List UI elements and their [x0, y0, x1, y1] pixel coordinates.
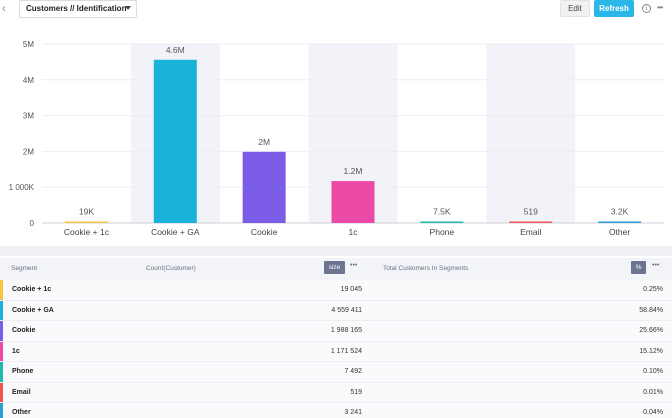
data-label: 2M — [258, 137, 270, 147]
x-tick-label: 1c — [349, 227, 359, 237]
count-header[interactable]: Count(Customer) — [146, 265, 196, 272]
size-toggle-button[interactable]: size — [324, 261, 345, 274]
customer-count: 19 045 — [340, 286, 362, 293]
bar-cookie-ga — [153, 59, 197, 223]
refresh-button[interactable]: Refresh — [594, 0, 634, 17]
segment-header[interactable]: Segment — [11, 265, 38, 272]
bar-other — [598, 221, 642, 223]
bar-1c — [331, 181, 375, 223]
customer-count: 519 — [350, 388, 362, 396]
table-header: Segment Count(Customer) size ••• Total C… — [0, 258, 672, 280]
dashboard-select[interactable]: Customers // Identification — [19, 0, 137, 18]
segment-color-marker — [0, 300, 3, 320]
x-tick-label: Other — [609, 227, 630, 237]
bar-chart: 0 1 000K 2M 3M 4M 5M 19K Cookie + 1c 4.6M Cookie … — [9, 40, 664, 237]
segment-percent: 0.25% — [643, 286, 663, 293]
segment-percent: 0.01% — [643, 388, 663, 396]
segment-color-marker — [0, 321, 3, 341]
y-tick-label: 5M — [23, 40, 34, 49]
data-label: 4.6M — [166, 45, 185, 55]
segment-color-marker — [0, 362, 3, 382]
y-tick-label: 4M — [23, 76, 34, 85]
segment-percent: 0.04% — [643, 409, 663, 416]
y-tick-label: 0 — [30, 219, 35, 228]
segment-name: 1c — [12, 347, 20, 355]
segment-percent: 58.84% — [639, 306, 663, 314]
table-row[interactable]: Cookie + 1c 19 045 0.25% — [0, 280, 672, 301]
x-tick-label: Phone — [430, 227, 455, 237]
dashboard-title: Customers // Identification — [26, 4, 127, 13]
segment-name: Email — [12, 388, 31, 396]
total-header[interactable]: Total Customers In Segments — [383, 265, 469, 272]
y-tick-label: 1 000K — [9, 183, 35, 192]
customer-count: 3 241 — [344, 409, 362, 416]
segment-color-marker — [0, 341, 3, 361]
table-row[interactable]: Email 519 0.01% — [0, 382, 672, 403]
total-more-icon[interactable]: ••• — [652, 262, 660, 269]
customer-count: 4 559 411 — [331, 306, 362, 314]
data-label: 19K — [79, 207, 94, 217]
segment-color-marker — [0, 280, 3, 300]
count-more-icon[interactable]: ••• — [350, 262, 358, 269]
bar-phone — [420, 221, 464, 223]
edit-button[interactable]: Edit — [560, 0, 590, 17]
customer-count: 1 988 165 — [330, 327, 362, 334]
column-highlight — [486, 44, 576, 223]
segment-percent: 25.66% — [639, 327, 663, 334]
y-tick-label: 2M — [23, 147, 34, 156]
segment-percent: 15.12% — [639, 347, 663, 355]
segment-name: Cookie — [12, 327, 36, 334]
section-divider — [0, 246, 672, 256]
percent-toggle-button[interactable]: % — [631, 261, 646, 274]
bar-cookie — [242, 151, 286, 223]
segment-percent: 0.10% — [643, 368, 663, 375]
more-icon[interactable]: ••• — [657, 3, 663, 12]
data-label: 1.2M — [344, 166, 363, 176]
data-label: 7.5K — [433, 207, 451, 217]
segment-name: Cookie + GA — [12, 306, 54, 314]
table-row[interactable]: Cookie + GA 4 559 411 58.84% — [0, 300, 672, 321]
info-icon[interactable]: i — [642, 4, 651, 13]
x-tick-label: Cookie + 1c — [64, 227, 110, 237]
data-label: 519 — [524, 207, 538, 217]
customer-count: 1 171 524 — [330, 347, 362, 355]
y-tick-label: 3M — [23, 112, 34, 121]
table-row[interactable]: Cookie 1 988 165 25.66% — [0, 321, 672, 342]
toolbar: ‹ Customers // Identification Edit Refre… — [0, 0, 672, 20]
chevron-down-icon — [125, 6, 131, 10]
x-tick-label: Email — [520, 227, 541, 237]
back-icon[interactable]: ‹ — [2, 3, 6, 15]
bar-email — [509, 221, 553, 223]
segment-name: Phone — [12, 368, 34, 375]
table-row[interactable]: 1c 1 171 524 15.12% — [0, 341, 672, 362]
data-label: 3.2K — [611, 207, 629, 217]
segment-color-marker — [0, 403, 3, 418]
x-tick-label: Cookie + GA — [151, 227, 200, 237]
segment-name: Other — [12, 409, 31, 416]
customer-count: 7 492 — [344, 368, 362, 375]
segment-name: Cookie + 1c — [12, 286, 52, 293]
x-tick-label: Cookie — [251, 227, 278, 237]
table-row[interactable]: Phone 7 492 0.10% — [0, 362, 672, 383]
bar-cookie-1c — [64, 221, 108, 223]
table-row[interactable]: Other 3 241 0.04% — [0, 403, 672, 418]
segment-color-marker — [0, 382, 3, 402]
